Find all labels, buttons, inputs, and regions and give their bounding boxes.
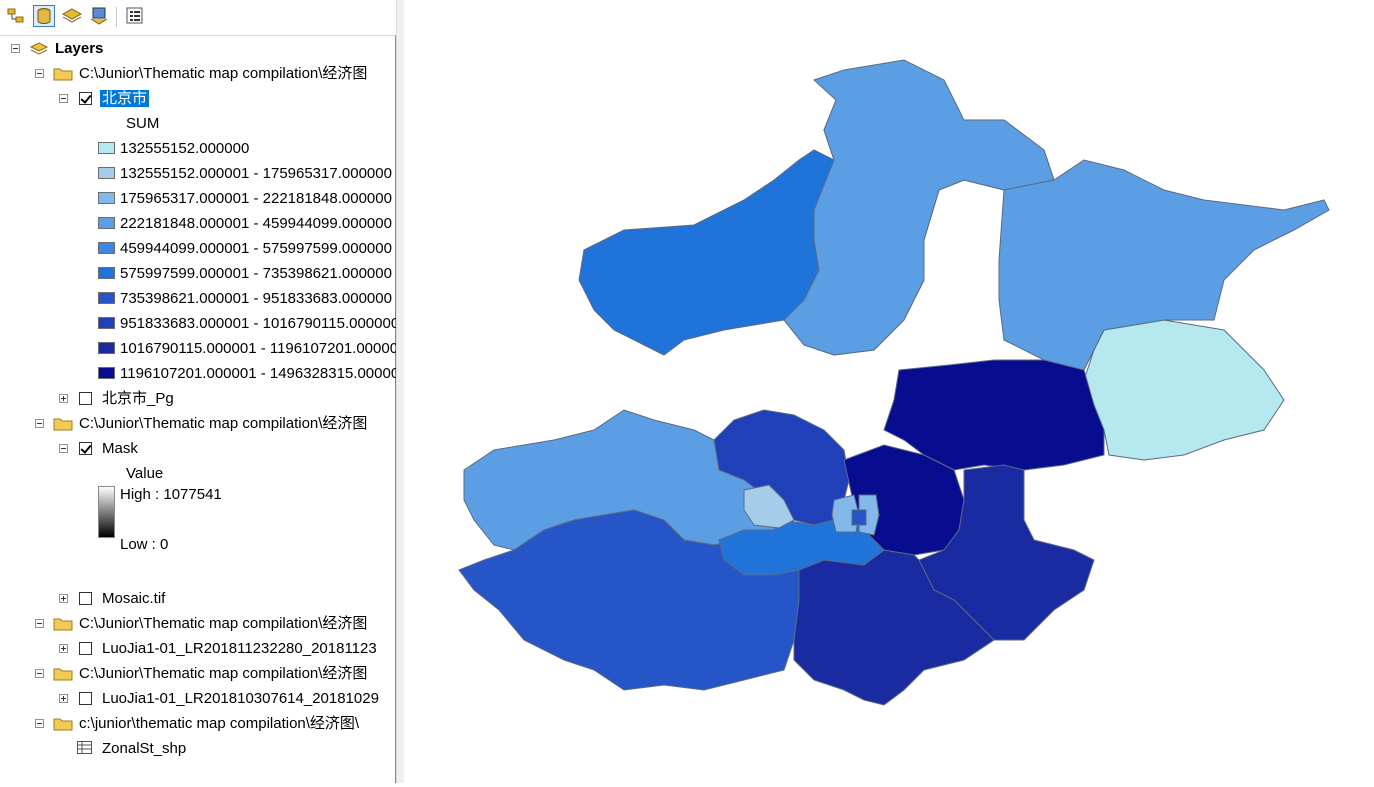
- legend-swatch[interactable]: [98, 367, 115, 379]
- legend-swatch[interactable]: [98, 342, 115, 354]
- low-value-label: Low : 0: [120, 536, 169, 553]
- legend-swatch[interactable]: [98, 217, 115, 229]
- list-by-source-icon[interactable]: [33, 5, 55, 27]
- luojia2-visibility-checkbox[interactable]: [79, 692, 92, 705]
- list-by-visibility-icon[interactable]: [61, 5, 83, 27]
- legend-swatch[interactable]: [98, 167, 115, 179]
- collapse-beijing-toggle[interactable]: [59, 94, 68, 103]
- mosaic-visibility-checkbox[interactable]: [79, 592, 92, 605]
- folder-icon: [53, 618, 73, 631]
- folder-icon: [53, 718, 73, 731]
- group2-path[interactable]: C:\Junior\Thematic map compilation\经济图: [79, 415, 368, 432]
- layer-tree: [0, 35, 396, 783]
- legend-swatch[interactable]: [98, 317, 115, 329]
- legend-class-label: 1196107201.000001 - 1496328315.000000: [120, 365, 404, 382]
- zonalst-table-label[interactable]: ZonalSt_shp: [102, 740, 187, 757]
- district-tongzhou[interactable]: [918, 464, 1095, 641]
- luojia1-layer-label[interactable]: LuoJia1-01_LR201811232280_20181123: [102, 640, 377, 657]
- expand-mosaic-toggle[interactable]: [59, 594, 68, 603]
- legend-swatch[interactable]: [98, 192, 115, 204]
- district-shunyi[interactable]: [883, 359, 1105, 471]
- beijing-layer-label[interactable]: 北京市: [100, 86, 150, 111]
- toc-splitter[interactable]: [396, 0, 404, 783]
- luojia1-visibility-checkbox[interactable]: [79, 642, 92, 655]
- collapse-group3-toggle[interactable]: [35, 619, 44, 628]
- district-pinggu[interactable]: [1083, 319, 1285, 461]
- collapse-group1-toggle[interactable]: [35, 69, 44, 78]
- value-label: Value: [126, 465, 164, 482]
- legend-swatch[interactable]: [98, 292, 115, 304]
- group3-path[interactable]: C:\Junior\Thematic map compilation\经济图: [79, 615, 368, 632]
- value-color-ramp: [98, 486, 115, 538]
- mask-visibility-checkbox[interactable]: [79, 442, 92, 455]
- folder-icon: [53, 668, 73, 681]
- legend-swatch[interactable]: [98, 142, 115, 154]
- legend-class-label: 132555152.000001 - 175965317.000000: [120, 165, 392, 182]
- mask-layer-label[interactable]: Mask: [102, 440, 138, 457]
- toolbar-separator: [116, 7, 117, 27]
- collapse-group4-toggle[interactable]: [35, 669, 44, 678]
- options-icon[interactable]: [124, 5, 146, 27]
- beijing-pg-label[interactable]: 北京市_Pg: [102, 390, 174, 407]
- collapse-group2-toggle[interactable]: [35, 419, 44, 428]
- expand-luojia1-toggle[interactable]: [59, 644, 68, 653]
- table-of-contents: Layers C:\Junior\Thematic map compilatio…: [0, 0, 404, 783]
- folder-icon: [53, 68, 73, 81]
- beijing-visibility-checkbox[interactable]: [79, 92, 92, 105]
- district-miyun-east[interactable]: [998, 159, 1330, 371]
- high-value-label: High : 1077541: [120, 486, 222, 503]
- expand-luojia2-toggle[interactable]: [59, 694, 68, 703]
- list-by-drawing-order-icon[interactable]: [6, 5, 28, 27]
- group1-path[interactable]: C:\Junior\Thematic map compilation\经济图: [79, 65, 368, 82]
- legend-class-label: 735398621.000001 - 951833683.000000: [120, 290, 392, 307]
- legend-class-label: 1016790115.000001 - 1196107201.000000: [120, 340, 404, 357]
- legend-swatch[interactable]: [98, 267, 115, 279]
- legend-class-label: 222181848.000001 - 459944099.000000: [120, 215, 392, 232]
- group4-path[interactable]: C:\Junior\Thematic map compilation\经济图: [79, 665, 368, 682]
- collapse-layers-toggle[interactable]: [11, 44, 20, 53]
- folder-icon: [53, 418, 73, 431]
- beijing-choropleth-map[interactable]: [404, 0, 1374, 783]
- legend-class-label: 175965317.000001 - 222181848.000000: [120, 190, 392, 207]
- district-shijingshan[interactable]: [743, 484, 795, 529]
- map-view[interactable]: [404, 0, 1374, 783]
- layers-icon: [29, 42, 49, 55]
- collapse-mask-toggle[interactable]: [59, 444, 68, 453]
- district-yanqing[interactable]: [783, 59, 1055, 356]
- district-daxing[interactable]: [793, 549, 995, 706]
- beijing-pg-visibility-checkbox[interactable]: [79, 392, 92, 405]
- beijing-layer-name[interactable]: 北京市: [100, 90, 150, 107]
- legend-class-label: 132555152.000000: [120, 140, 250, 157]
- layers-root-label[interactable]: Layers: [55, 40, 104, 57]
- legend-swatch[interactable]: [98, 242, 115, 254]
- table-icon: [77, 741, 92, 754]
- group5-path[interactable]: c:\junior\thematic map compilation\经济图\: [79, 715, 360, 732]
- toc-toolbar: [0, 0, 396, 33]
- mosaic-layer-label[interactable]: Mosaic.tif: [102, 590, 166, 607]
- collapse-group5-toggle[interactable]: [35, 719, 44, 728]
- list-by-selection-icon[interactable]: [88, 5, 110, 27]
- luojia2-layer-label[interactable]: LuoJia1-01_LR201810307614_20181029: [102, 690, 379, 707]
- district-xicheng-core[interactable]: [851, 509, 867, 526]
- sum-field-label: SUM: [126, 115, 160, 132]
- legend-class-label: 459944099.000001 - 575997599.000000: [120, 240, 392, 257]
- expand-beijing-pg-toggle[interactable]: [59, 394, 68, 403]
- legend-class-label: 951833683.000001 - 1016790115.000000: [120, 315, 400, 332]
- legend-class-label: 575997599.000001 - 735398621.000000: [120, 265, 392, 282]
